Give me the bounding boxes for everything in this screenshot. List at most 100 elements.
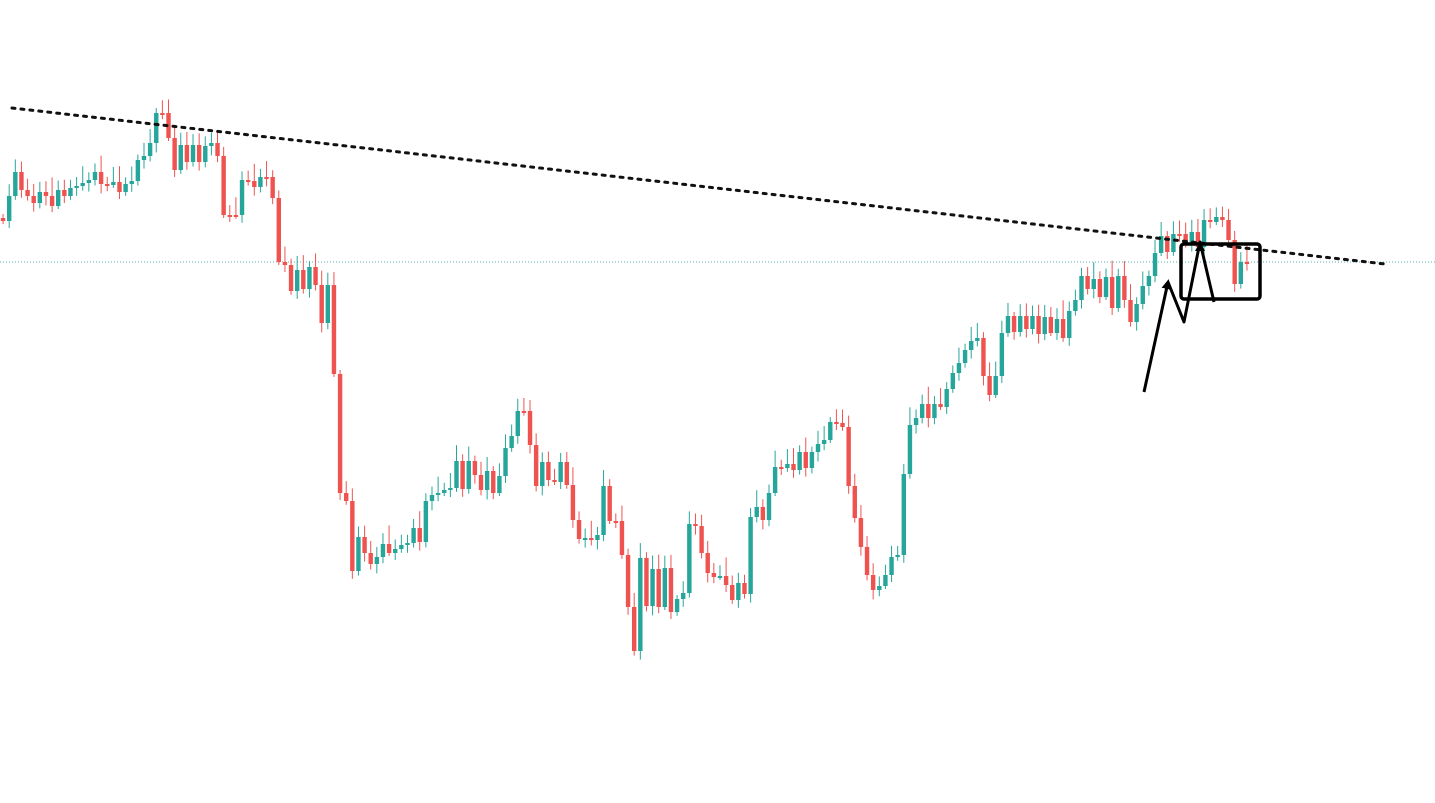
candle-body	[631, 607, 637, 651]
candle-body	[178, 145, 183, 170]
candle-body	[797, 452, 802, 470]
candle-body	[405, 543, 410, 545]
candle-body	[423, 501, 429, 542]
candle-body	[613, 521, 619, 523]
candle-body	[1116, 276, 1121, 308]
candle-body	[448, 488, 453, 490]
candle-body	[1122, 276, 1127, 300]
candle-body	[245, 180, 251, 182]
candle-body	[515, 411, 520, 436]
candle-body	[117, 182, 122, 192]
candle-body	[730, 585, 735, 600]
candle-body	[736, 583, 741, 600]
candle-body	[74, 186, 79, 188]
candle-body	[503, 448, 508, 476]
candle-body	[521, 411, 527, 413]
candle-body	[705, 553, 710, 573]
candle-body	[889, 557, 894, 575]
candle-body	[766, 493, 772, 520]
candle-body	[111, 182, 116, 185]
candle-body	[68, 188, 73, 196]
candle-body	[203, 146, 208, 162]
candle-body	[1214, 217, 1219, 222]
candle-body	[154, 113, 159, 143]
candle-body	[1036, 316, 1041, 334]
candle-body	[147, 143, 153, 156]
candle-body	[1091, 279, 1096, 289]
candle-body	[380, 544, 386, 557]
candle-body	[301, 270, 306, 289]
candle-body	[215, 143, 220, 156]
candle-body	[368, 553, 373, 564]
candle-body	[926, 404, 931, 418]
candle-body	[307, 267, 312, 289]
candle-body	[393, 549, 398, 553]
candle-body	[748, 517, 753, 594]
candle-body	[233, 215, 239, 217]
candle-body	[25, 190, 30, 196]
candle-body	[877, 586, 882, 590]
candle-body	[411, 528, 416, 543]
candle-body	[552, 480, 557, 482]
candle-body	[1158, 236, 1164, 253]
candle-body	[968, 341, 974, 350]
candle-body	[1060, 319, 1066, 338]
candle-body	[98, 172, 104, 184]
annotation-arrow	[1142, 279, 1172, 393]
candle-body	[944, 389, 949, 407]
candle-body	[815, 444, 821, 452]
candle-body	[196, 145, 202, 162]
candle-body	[840, 423, 845, 427]
candle-body	[717, 576, 723, 578]
candle-body	[258, 177, 263, 187]
candle-body	[779, 467, 784, 469]
trendline	[10, 106, 1387, 266]
candle-body	[772, 467, 778, 493]
candle-body	[870, 575, 876, 590]
candle-body	[135, 160, 141, 181]
candle-body	[264, 177, 269, 179]
candle-body	[723, 576, 729, 585]
candle-body	[913, 418, 919, 425]
candle-body	[92, 172, 98, 180]
candle-body	[901, 474, 907, 555]
candle-body	[527, 411, 533, 445]
candle-body	[1201, 220, 1207, 247]
candle-body	[276, 198, 282, 262]
candle-body	[834, 422, 839, 424]
candle-body	[319, 285, 324, 323]
candle-body	[460, 461, 465, 489]
candle-body	[1244, 262, 1250, 264]
candle-body	[294, 270, 300, 291]
candle-body	[533, 445, 539, 486]
candle-body	[105, 184, 110, 186]
candle-body	[1067, 311, 1072, 338]
candle-body	[374, 557, 380, 564]
candle-body	[343, 493, 349, 501]
candle-body	[1097, 279, 1103, 297]
candle-body	[674, 599, 680, 612]
candle-body	[564, 462, 569, 485]
candle-body	[785, 464, 790, 468]
candle-body	[625, 555, 631, 607]
candle-body	[166, 113, 171, 138]
candle-body	[1103, 277, 1109, 297]
candle-body	[907, 425, 913, 474]
candle-body	[595, 535, 600, 540]
candle-body	[711, 573, 717, 577]
candle-body	[956, 363, 962, 373]
candle-body	[1011, 316, 1017, 332]
candle-body	[576, 520, 582, 539]
candle-body	[1183, 234, 1188, 243]
candle-body	[331, 285, 337, 374]
candle-body	[190, 145, 196, 162]
candle-body	[883, 575, 888, 586]
candle-body	[282, 262, 288, 265]
candle-body	[362, 537, 367, 553]
candle-body	[570, 485, 576, 520]
candle-body	[1177, 234, 1182, 236]
annotation-zigzag	[1166, 240, 1216, 324]
candle-body	[619, 521, 625, 555]
candle-body	[644, 558, 649, 606]
